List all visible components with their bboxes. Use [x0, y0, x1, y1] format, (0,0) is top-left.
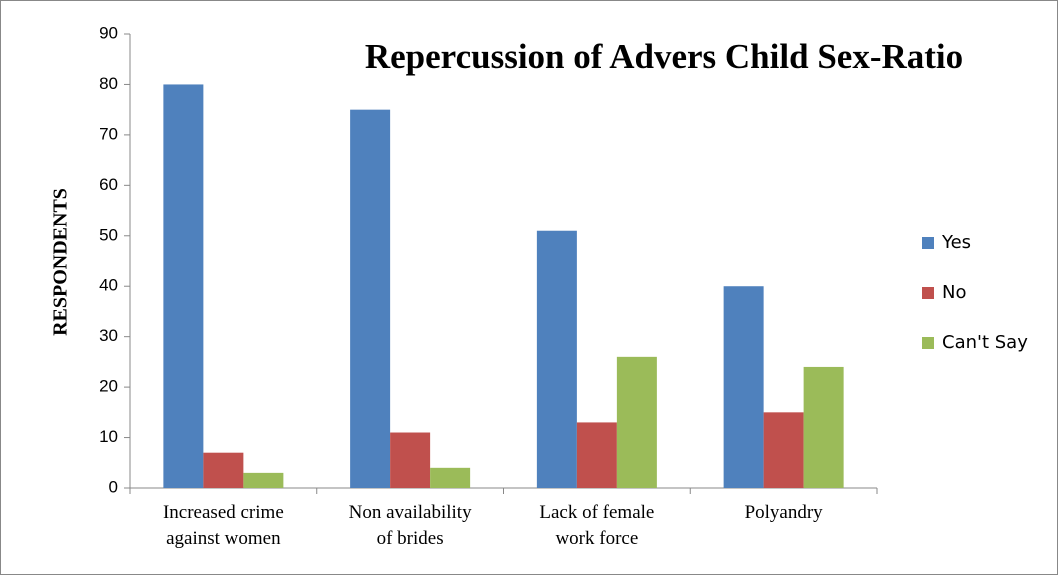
bar: [536, 230, 577, 488]
y-axis-label: RESPONDENTS: [50, 188, 72, 336]
x-tick-label: Polyandry: [744, 502, 823, 523]
bar: [723, 286, 764, 488]
y-tick-label: 80: [99, 74, 118, 93]
bar: [616, 356, 657, 488]
y-tick-label: 60: [99, 175, 118, 194]
y-tick-label: 30: [99, 326, 118, 345]
y-tick-label: 20: [99, 377, 118, 396]
legend-label: Yes: [941, 232, 971, 253]
y-tick-label: 70: [99, 124, 118, 143]
x-tick-label: Lack of female work force: [539, 502, 655, 549]
legend-swatch: [922, 237, 934, 249]
y-tick-label: 40: [99, 276, 118, 295]
x-tick-label: Increased crime against women: [162, 502, 284, 549]
bar: [803, 366, 844, 488]
bar: [390, 432, 431, 488]
bar: [203, 452, 244, 488]
legend-swatch: [922, 287, 934, 299]
x-tick-label: Non availability of brides: [348, 502, 472, 549]
y-tick-label: 50: [99, 225, 118, 244]
y-tick-label: 10: [99, 427, 118, 446]
bar: [763, 412, 804, 488]
bar: [430, 467, 471, 488]
bar: [243, 472, 284, 488]
chart-title: Repercussion of Advers Child Sex-Ratio: [365, 37, 963, 76]
bar: [163, 84, 204, 488]
y-tick-label: 90: [99, 23, 118, 42]
legend-swatch: [922, 337, 934, 349]
legend-label: Can't Say: [942, 332, 1028, 353]
bar: [576, 422, 617, 488]
bar: [350, 109, 391, 489]
y-tick-label: 0: [109, 477, 118, 496]
legend-label: No: [942, 282, 966, 303]
